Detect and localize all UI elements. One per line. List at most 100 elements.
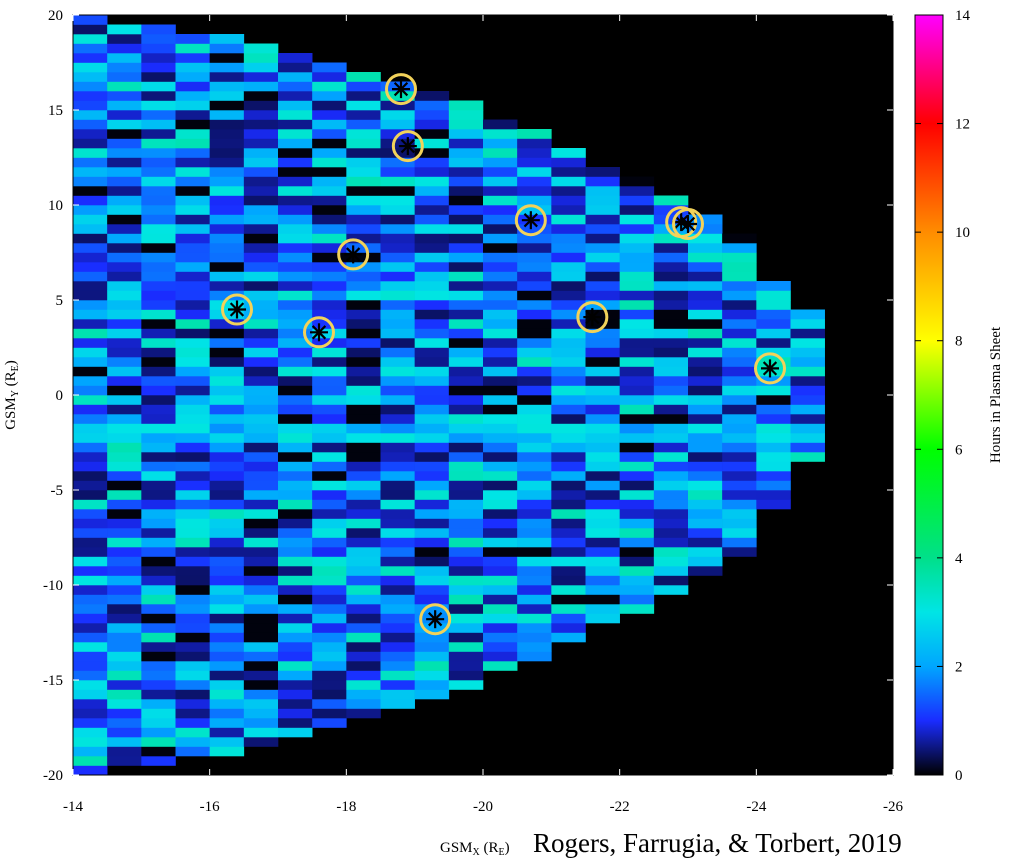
heatmap-cell (380, 138, 415, 149)
heatmap-cell (585, 328, 620, 339)
heatmap-cell (756, 471, 791, 481)
heatmap-cell (209, 195, 245, 206)
heatmap-cell (73, 138, 108, 149)
heatmap-cell (551, 556, 586, 567)
heatmap-cell (107, 756, 142, 766)
heatmap-cell (448, 319, 484, 329)
heatmap-cell (175, 366, 210, 377)
heatmap-cell (209, 72, 245, 82)
heatmap-cell (517, 167, 552, 177)
heatmap-cell (278, 404, 313, 415)
heatmap-cell (73, 737, 108, 747)
heatmap-cell (585, 613, 620, 624)
heatmap-cell (312, 262, 347, 272)
heatmap-cell (312, 575, 347, 586)
heatmap-cell (73, 224, 108, 234)
heatmap-cell (756, 328, 791, 339)
heatmap-cell (141, 651, 176, 662)
heatmap-cell (414, 480, 450, 491)
heatmap-cell (448, 471, 484, 481)
heatmap-cell (209, 594, 245, 605)
heatmap-cell (107, 243, 142, 253)
heatmap-cell (483, 471, 518, 481)
heatmap-cells (73, 15, 825, 776)
heatmap-cell (380, 290, 415, 301)
x-axis-label-sub: X (473, 847, 481, 858)
heatmap-cell (756, 395, 791, 405)
heatmap-cell (448, 176, 484, 187)
heatmap-cell (141, 727, 176, 738)
event-marker-star (311, 325, 327, 340)
heatmap-cell (619, 281, 655, 291)
heatmap-cell (448, 214, 484, 225)
heatmap-cell (414, 233, 450, 244)
heatmap-cell (722, 509, 757, 519)
heatmap-cell (517, 224, 552, 234)
heatmap-cell (243, 119, 279, 130)
heatmap-cell (141, 271, 176, 282)
heatmap-cell (175, 338, 210, 348)
heatmap-cell (107, 404, 142, 415)
heatmap-cell (73, 233, 108, 244)
heatmap-cell (175, 110, 210, 120)
heatmap-cell (380, 91, 415, 101)
heatmap-cell (790, 376, 825, 386)
heatmap-cell (175, 461, 210, 472)
heatmap-cell (756, 376, 791, 386)
heatmap-cell (141, 585, 176, 595)
heatmap-cell (517, 271, 552, 282)
heatmap-cell (551, 442, 586, 453)
heatmap-cell (688, 537, 723, 548)
heatmap-cell (653, 404, 689, 415)
heatmap-cell (414, 110, 450, 120)
heatmap-cell (722, 281, 757, 291)
heatmap-cell (175, 395, 210, 405)
heatmap-cell (209, 528, 245, 538)
heatmap-cell (209, 518, 245, 529)
heatmap-cell (517, 575, 552, 586)
heatmap-cell (243, 490, 279, 500)
heatmap-cell (175, 480, 210, 491)
heatmap-cell (141, 157, 176, 168)
heatmap-cell (517, 404, 552, 415)
heatmap-cell (688, 385, 723, 396)
heatmap-cell (585, 395, 620, 405)
heatmap-cell (619, 594, 655, 605)
heatmap-cell (209, 252, 245, 263)
heatmap-cell (551, 613, 586, 624)
heatmap-cell (209, 290, 245, 301)
heatmap-cell (209, 490, 245, 500)
heatmap-cell (414, 490, 450, 500)
heatmap-cell (107, 423, 142, 434)
heatmap-cell (73, 43, 108, 54)
heatmap-cell (278, 670, 313, 681)
heatmap-cell (585, 452, 620, 462)
heatmap-cell (73, 214, 108, 225)
heatmap-cell (107, 556, 142, 567)
heatmap-cell (653, 290, 689, 301)
heatmap-cell (107, 499, 142, 510)
heatmap-cell (722, 414, 757, 424)
heatmap-cell (175, 642, 210, 652)
heatmap-cell (209, 53, 245, 63)
heatmap-cell (483, 433, 518, 443)
heatmap-cell (278, 594, 313, 605)
heatmap-cell (209, 509, 245, 519)
heatmap-cell (346, 699, 381, 709)
heatmap-cell (312, 300, 347, 310)
heatmap-cell (722, 328, 757, 339)
heatmap-cell (756, 490, 791, 500)
heatmap-cell (312, 243, 347, 253)
heatmap-cell (414, 195, 450, 206)
heatmap-cell (380, 347, 415, 358)
heatmap-cell (380, 395, 415, 405)
heatmap-cell (209, 243, 245, 253)
heatmap-cell (722, 262, 757, 272)
heatmap-cell (619, 395, 655, 405)
heatmap-cell (380, 632, 415, 643)
heatmap-cell (175, 385, 210, 396)
heatmap-cell (790, 423, 825, 434)
heatmap-cell (312, 594, 347, 605)
heatmap-cell (346, 214, 381, 225)
heatmap-cell (448, 157, 484, 168)
